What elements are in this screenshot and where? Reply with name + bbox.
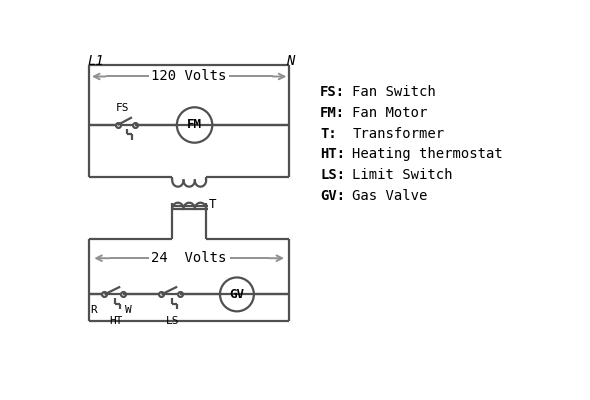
Text: L1: L1	[87, 54, 104, 68]
Text: FM: FM	[187, 118, 202, 132]
Text: GV:: GV:	[320, 189, 345, 203]
Text: HT: HT	[109, 316, 123, 326]
Text: FS: FS	[116, 104, 130, 114]
Text: 24  Volts: 24 Volts	[152, 251, 227, 265]
Text: T:: T:	[320, 126, 337, 140]
Text: Limit Switch: Limit Switch	[352, 168, 453, 182]
Text: Gas Valve: Gas Valve	[352, 189, 428, 203]
Text: FM:: FM:	[320, 106, 345, 120]
Text: R: R	[91, 305, 97, 315]
Text: LS:: LS:	[320, 168, 345, 182]
Text: 120 Volts: 120 Volts	[152, 70, 227, 84]
Text: FS:: FS:	[320, 85, 345, 99]
Text: LS: LS	[166, 316, 179, 326]
Text: Fan Switch: Fan Switch	[352, 85, 436, 99]
Text: W: W	[124, 305, 131, 315]
Text: T: T	[209, 198, 217, 211]
Text: Fan Motor: Fan Motor	[352, 106, 428, 120]
Text: GV: GV	[230, 288, 244, 301]
Text: HT:: HT:	[320, 147, 345, 161]
Text: Transformer: Transformer	[352, 126, 444, 140]
Text: Heating thermostat: Heating thermostat	[352, 147, 503, 161]
Text: N: N	[286, 54, 294, 68]
